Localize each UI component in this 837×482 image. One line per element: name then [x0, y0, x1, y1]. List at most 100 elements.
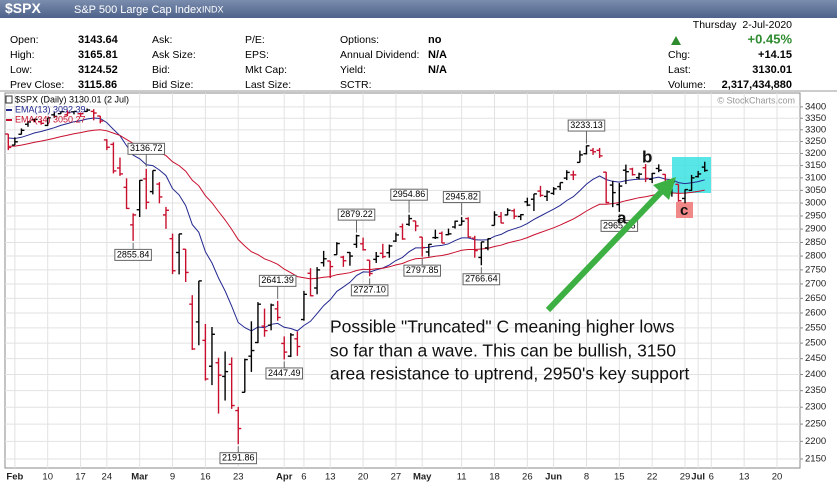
price-label: 2447.49 — [268, 368, 301, 378]
change-percent: +0.45% — [748, 31, 793, 46]
quote-label: Yield: — [340, 64, 366, 76]
x-tick-label: 20 — [358, 472, 369, 482]
y-tick-label: 2800 — [805, 251, 826, 262]
label-box — [127, 142, 166, 155]
chart-title: $SPX (Daily) 3130.01 (2 Jul) — [15, 94, 129, 104]
y-tick-label: 2500 — [805, 338, 826, 349]
quote-date: Thursday 2-Jul-2020 — [693, 19, 792, 31]
label-box — [403, 264, 441, 277]
label-box — [390, 188, 428, 201]
price-label: 3136.72 — [130, 143, 163, 153]
label-box — [265, 367, 304, 380]
quote-label: Bid: — [152, 64, 170, 76]
x-tick-label: Apr — [276, 472, 293, 482]
quote-value: N/A — [428, 64, 447, 76]
y-tick-label: 3300 — [805, 124, 826, 135]
x-tick-label: 18 — [489, 472, 500, 482]
y-tick-label: 2650 — [805, 293, 826, 304]
quote-label: SCTR: — [340, 79, 372, 91]
y-tick-label: 3050 — [805, 185, 826, 196]
price-label: 3233.13 — [570, 120, 603, 130]
label-box — [462, 273, 501, 286]
x-tick-label: Mar — [131, 472, 148, 482]
price-label: 2945.82 — [445, 191, 478, 201]
y-tick-label: 3250 — [805, 136, 826, 147]
y-tick-label: 2150 — [805, 454, 826, 465]
quote-label: Prev Close: — [10, 79, 64, 91]
label-box — [114, 248, 152, 261]
x-tick-label: 13 — [325, 472, 336, 482]
symbol: $SPX — [5, 0, 41, 16]
wave-label: c — [680, 202, 688, 219]
price-label: 2766.64 — [465, 274, 498, 284]
x-tick-label: 20 — [772, 472, 783, 482]
price-label: 2954.86 — [393, 189, 426, 199]
label-box — [219, 452, 258, 465]
price-plot: 3136.72 2855.84 2191.86 2641.39 2447.49 2879.… — [5, 108, 708, 465]
y-tick-label: 3150 — [805, 160, 826, 171]
y-tick-label: 2350 — [805, 385, 826, 396]
quote-label: Mkt Cap: — [245, 64, 287, 76]
grid: 2150 2200 2250 2300 2350 2400 2450 2500 2550 2600… — [5, 93, 826, 482]
index-name: S&P 500 Large Cap Index — [74, 4, 202, 16]
arrow-shaft — [545, 189, 664, 313]
label-box — [337, 208, 376, 221]
label-box — [442, 191, 481, 204]
quote-label: Options: — [340, 34, 379, 46]
ema-line — [8, 117, 705, 332]
x-tick-label: 22 — [647, 472, 658, 482]
note-line: area resistance to uptrend, 2950's key s… — [330, 364, 690, 384]
quote-value: 3124.52 — [78, 64, 118, 76]
x-tick-label: 8 — [584, 472, 589, 482]
wave-label: a — [617, 208, 627, 227]
x-tick-label: May — [413, 472, 432, 482]
x-tick-label: 6 — [709, 472, 714, 482]
quote-value: no — [428, 34, 442, 46]
x-tick-label: 27 — [391, 472, 402, 482]
y-tick-label: 2700 — [805, 279, 826, 290]
exchange: INDX — [202, 4, 224, 14]
y-tick-label: 3100 — [805, 172, 826, 183]
y-tick-label: 2450 — [805, 353, 826, 364]
quote-label: Open: — [10, 34, 39, 46]
label-box — [567, 119, 606, 132]
price-label: 2797.85 — [406, 265, 439, 275]
x-tick-label: 24 — [102, 472, 113, 482]
note-line: Possible "Truncated" C meaning higher lo… — [330, 317, 675, 337]
x-tick-label: 17 — [75, 472, 86, 482]
y-tick-label: 2850 — [805, 237, 826, 248]
x-tick-label: 16 — [200, 472, 211, 482]
quote-label: Last: — [668, 64, 691, 76]
price-label: 2641.39 — [261, 275, 294, 285]
x-tick-label: Jul — [691, 472, 705, 482]
y-tick-label: 3400 — [805, 101, 826, 112]
up-arrow — [671, 36, 681, 45]
label-box — [258, 274, 297, 287]
quote-label: P/E: — [245, 34, 265, 46]
quote-value: 3130.01 — [752, 64, 792, 76]
price-label: 2879.22 — [340, 209, 373, 219]
label-box — [350, 284, 389, 297]
header-bar — [0, 0, 837, 18]
y-tick-label: 2300 — [805, 402, 826, 413]
x-tick-label: 11 — [457, 472, 467, 482]
quote-value: 3115.86 — [78, 79, 117, 91]
y-tick-label: 2400 — [805, 369, 826, 380]
quote-value: +14.15 — [758, 49, 792, 61]
quote-value: N/A — [428, 49, 447, 61]
quote-value: 3143.64 — [78, 34, 119, 46]
note-line: so far than a wave. This can be bullish,… — [330, 341, 676, 361]
x-tick-label: 26 — [522, 472, 533, 482]
y-tick-label: 3350 — [805, 113, 826, 124]
price-label: 2855.84 — [117, 249, 150, 259]
x-tick-label: 15 — [614, 472, 625, 482]
watermark: © StockCharts.com — [717, 95, 795, 105]
price-label: 2965.66 — [603, 220, 636, 230]
y-tick-label: 3200 — [805, 148, 826, 159]
quote-label: Bid Size: — [152, 79, 193, 91]
quote-label: Ask: — [152, 34, 172, 46]
legend: $SPX (Daily) 3130.01 (2 Jul) EMA(13) 309… — [5, 94, 129, 124]
c-box — [676, 202, 693, 218]
quote-value: 3165.81 — [78, 49, 118, 61]
y-tick-label: 2900 — [805, 224, 826, 235]
